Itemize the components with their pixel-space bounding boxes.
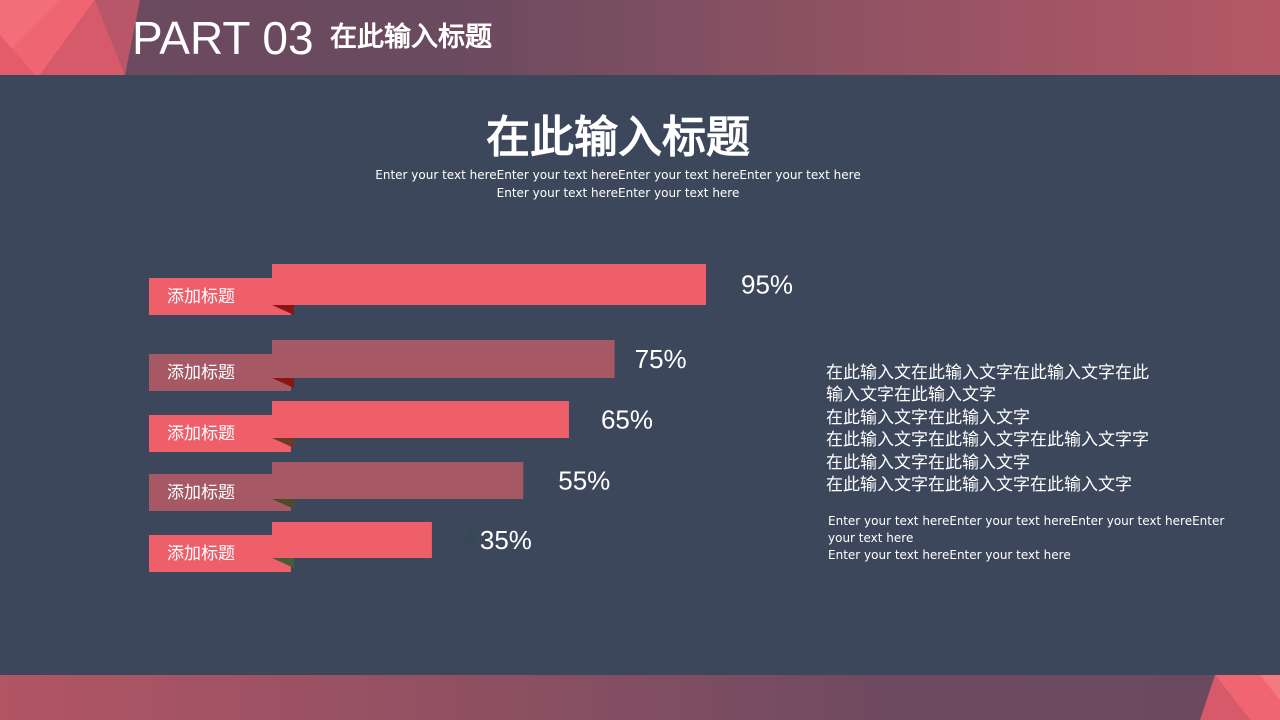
bar (272, 401, 569, 438)
value-label: 75% (635, 344, 687, 374)
bar-fold (272, 378, 294, 388)
body-text-line: 输入文字在此输入文字 (826, 385, 996, 406)
bar (272, 340, 615, 378)
bar (272, 522, 432, 558)
category-tab (149, 415, 291, 452)
footer-bar (0, 675, 1280, 720)
bar (272, 462, 524, 499)
bar-row: 添加标题 55% (149, 462, 610, 511)
category-tab (149, 354, 291, 391)
body-text-line: 在此输入文字在此输入文字在此输入文字字 (826, 430, 1149, 451)
bar-fold (272, 558, 294, 568)
category-label: 添加标题 (167, 424, 235, 444)
bar-fold (272, 438, 294, 448)
value-label: 55% (558, 466, 610, 496)
subtitle-line-2: Enter your text hereEnter your text here (496, 186, 740, 200)
english-text-line: your text here (828, 531, 914, 545)
body-text-line: 在此输入文字在此输入文字 (826, 452, 1030, 473)
part-label: PART 03 (132, 12, 314, 64)
body-text-line: 在此输入文字在此输入文字 (826, 407, 1030, 428)
bar-fold (272, 305, 294, 315)
bar-fold (272, 499, 294, 509)
category-label: 添加标题 (167, 544, 235, 564)
category-tab (149, 474, 291, 511)
body-text-line: 在此输入文字在此输入文字在此输入文字 (826, 475, 1132, 495)
subtitle-line-1: Enter your text hereEnter your text here… (375, 168, 861, 182)
category-label: 添加标题 (167, 483, 235, 503)
stray-mark: 4 (462, 525, 476, 555)
bar-row: 添加标题 95% (149, 264, 793, 315)
body-text-line: 在此输入文在此输入文字在此输入文字在此 (826, 363, 1149, 383)
english-text-line: Enter your text hereEnter your text here… (828, 514, 1225, 528)
header-bar (0, 0, 1280, 75)
footer-triangle-decoration (1200, 675, 1280, 720)
category-tab (149, 278, 291, 315)
value-label: 95% (741, 270, 793, 300)
bar-row: 添加标题 75% (149, 340, 687, 391)
bar-row: 添加标题 65% (149, 401, 653, 452)
value-label: 35% (480, 525, 532, 555)
category-tab (149, 535, 291, 572)
header-title: 在此输入标题 (330, 22, 492, 53)
value-label: 65% (601, 405, 653, 435)
category-label: 添加标题 (167, 363, 235, 383)
bar (272, 264, 706, 305)
main-title: 在此输入标题 (486, 112, 750, 163)
category-label: 添加标题 (167, 287, 235, 307)
header-triangle-decoration (0, 0, 140, 75)
english-text-line: Enter your text hereEnter your text here (828, 548, 1071, 562)
bar-row: 添加标题 35% (149, 522, 532, 572)
